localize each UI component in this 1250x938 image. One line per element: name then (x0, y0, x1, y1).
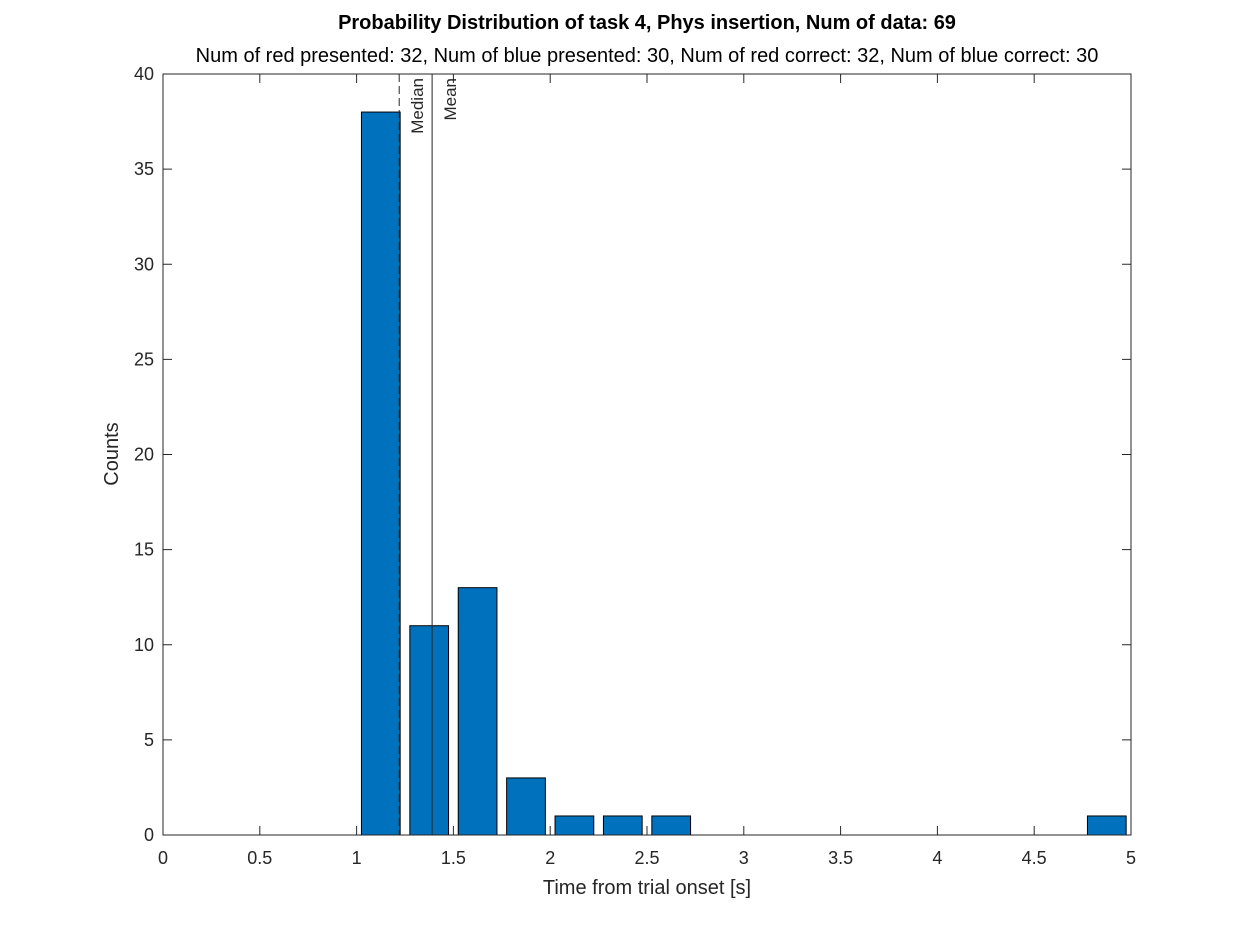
x-tick-label-10: 5 (1126, 848, 1136, 868)
y-tick-label-3: 15 (134, 540, 154, 560)
x-tick-label-4: 2 (545, 848, 555, 868)
histogram-bar-4 (506, 777, 546, 836)
x-tick-label-9: 4.5 (1022, 848, 1047, 868)
x-tick-label-2: 1 (352, 848, 362, 868)
y-tick-label-5: 25 (134, 349, 154, 369)
chart-subtitle: Num of red presented: 32, Num of blue pr… (196, 45, 1099, 67)
x-tick-label-1: 0.5 (247, 848, 272, 868)
y-tick-label-6: 30 (134, 254, 154, 274)
y-axis-label: Counts (101, 422, 123, 485)
bars-layer (360, 111, 1127, 836)
histogram-bar-7 (651, 815, 692, 836)
x-tick-label-0: 0 (158, 848, 168, 868)
x-tick-label-3: 1.5 (441, 848, 466, 868)
histogram-bar-3 (457, 587, 498, 836)
median-label: Median (408, 78, 427, 134)
chart-title: Probability Distribution of task 4, Phys… (338, 12, 956, 34)
y-tick-label-8: 40 (134, 64, 154, 84)
reference-lines-layer: Median Mean (398, 74, 460, 835)
x-axis-label: Time from trial onset [s] (543, 877, 751, 899)
histogram-bar-1 (360, 111, 401, 836)
y-tick-label-0: 0 (144, 825, 154, 845)
mean-label: Mean (441, 78, 460, 121)
axes-box (162, 73, 1132, 836)
x-tick-label-5: 2.5 (634, 848, 659, 868)
x-tick-label-8: 4 (932, 848, 942, 868)
y-tick-label-1: 5 (144, 730, 154, 750)
x-tick-label-6: 3 (739, 848, 749, 868)
histogram-bar-6 (602, 815, 643, 836)
y-tick-label-4: 20 (134, 445, 154, 465)
y-tick-label-2: 10 (134, 635, 154, 655)
histogram-bar-8 (1086, 815, 1127, 836)
y-tick-label-7: 35 (134, 159, 154, 179)
ticks-layer: 0 0.5 1 1.5 2 2.5 3 3.5 4 4.5 5 0 5 10 15 20 25 30 35 40 (134, 64, 1136, 868)
histogram-bar-5 (554, 815, 595, 836)
histogram-bar-2 (409, 625, 450, 836)
x-tick-label-7: 3.5 (828, 848, 853, 868)
